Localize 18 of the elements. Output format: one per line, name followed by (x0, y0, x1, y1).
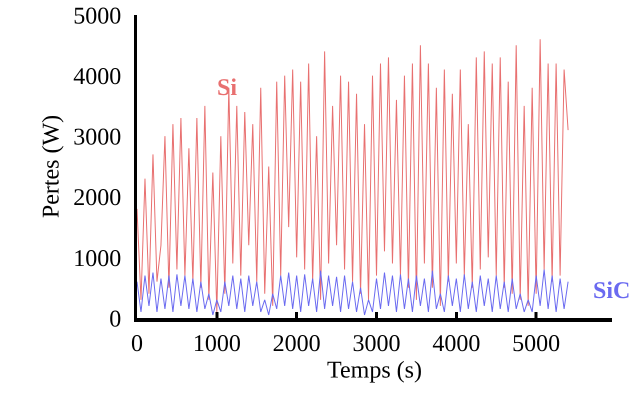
y-tick-label: 5000 (73, 3, 122, 30)
x-tick-label: 2000 (272, 330, 321, 357)
x-axis-title: Temps (s) (327, 358, 422, 384)
line-series (137, 269, 569, 316)
series-label: Si (217, 75, 238, 101)
x-tick-label: 3000 (352, 330, 400, 357)
x-tick-label: 0 (131, 330, 143, 357)
line-series (137, 38, 569, 312)
y-tick-label: 0 (109, 306, 122, 332)
x-tick-label: 4000 (432, 330, 480, 357)
x-tick-label: 1000 (192, 330, 241, 357)
series-label: SiC (593, 278, 630, 304)
x-tick-label: 5000 (512, 330, 560, 357)
y-tick-label: 4000 (73, 64, 122, 90)
y-tick-label: 3000 (73, 124, 122, 151)
y-tick-label: 1000 (73, 246, 122, 272)
y-axis-title: Pertes (W) (38, 114, 64, 218)
y-tick-label: 2000 (73, 185, 122, 212)
